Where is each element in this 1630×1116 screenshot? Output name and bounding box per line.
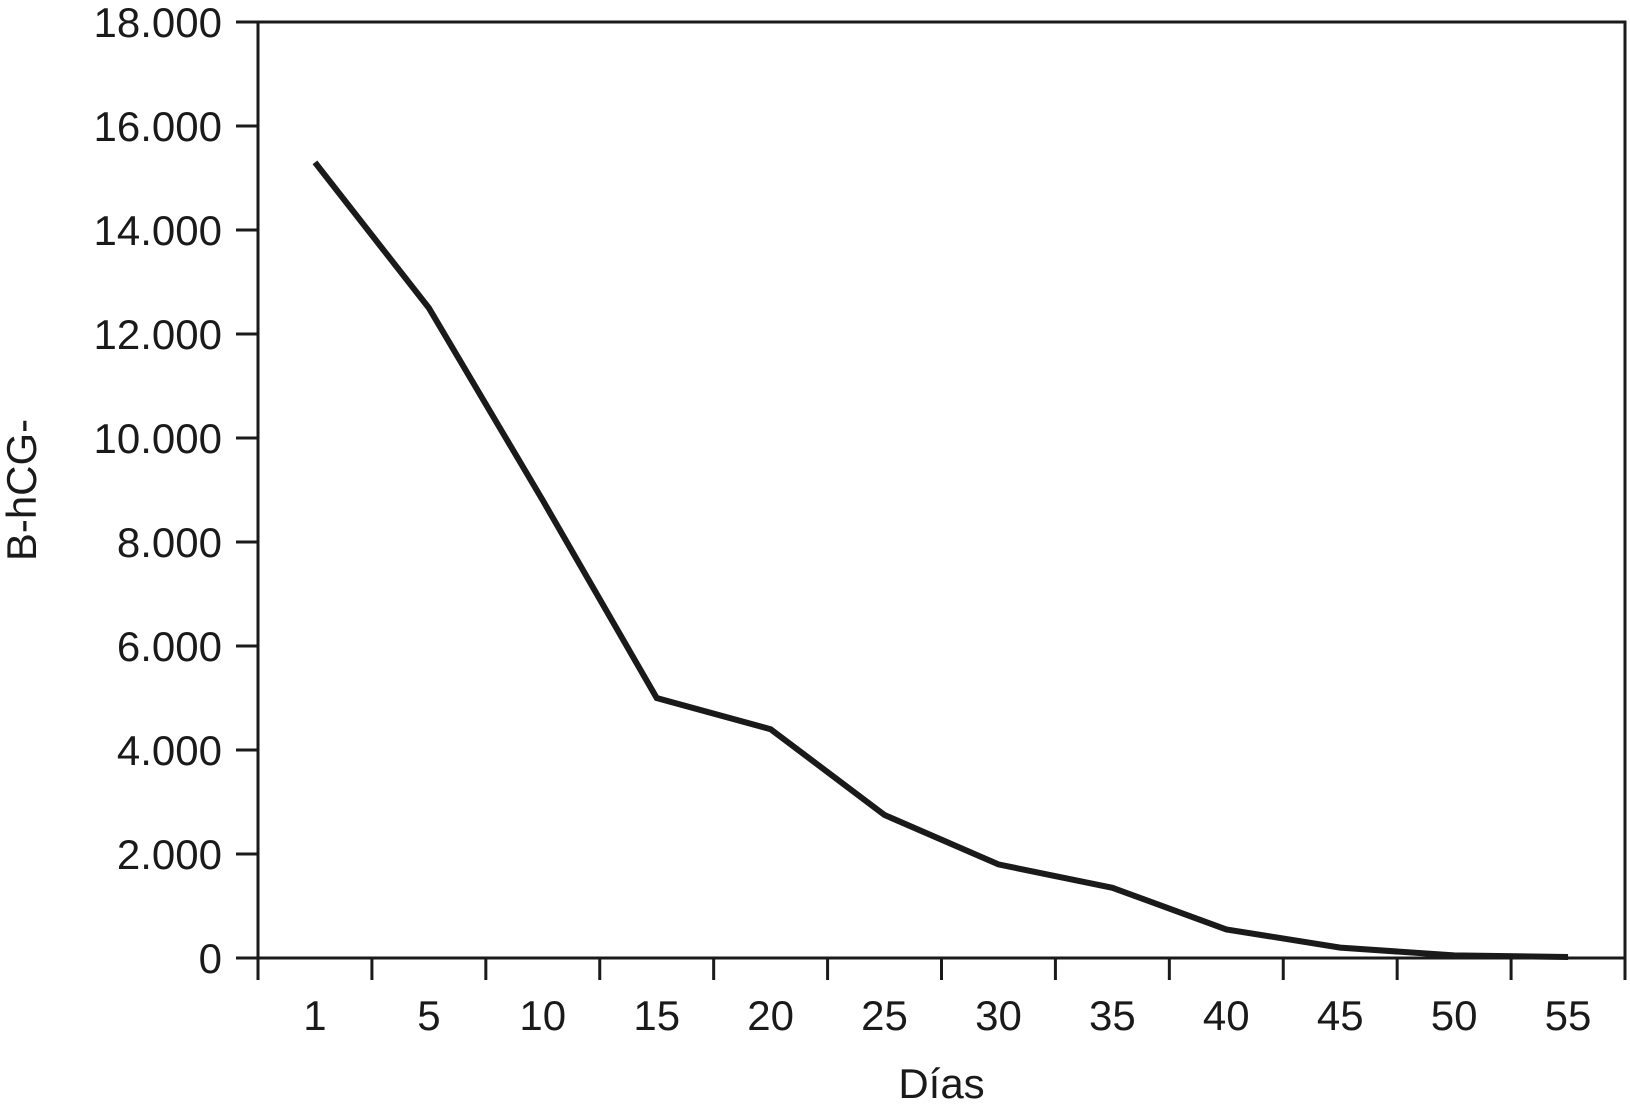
y-tick-label: 14.000 [94,207,222,254]
y-tick-label: 16.000 [94,103,222,150]
x-tick-label: 25 [861,992,908,1039]
y-tick-label: 12.000 [94,311,222,358]
ticks: 0 2.000 4.000 6.000 8.000 10.000 12.000 14.000 1… [94,0,1627,1039]
plot-frame [256,20,1627,960]
y-tick-label: 2.000 [117,831,222,878]
x-tick-label: 35 [1089,992,1136,1039]
x-tick-label: 5 [417,992,440,1039]
x-tick-label: 1 [303,992,326,1039]
series-line [312,160,1569,960]
y-axis-title: B-hCG- [0,419,45,561]
x-tick-label: 15 [633,992,680,1039]
x-tick-label: 40 [1203,992,1250,1039]
x-tick-label: 30 [975,992,1022,1039]
y-tick-label: 6.000 [117,623,222,670]
y-tick-label: 18.000 [94,0,222,46]
series [312,160,1569,960]
x-tick-label: 45 [1317,992,1364,1039]
y-tick-label: 10.000 [94,415,222,462]
y-tick-label: 8.000 [117,519,222,566]
x-tick-label: 50 [1431,992,1478,1039]
axes [256,20,1627,960]
x-tick-label: 55 [1545,992,1592,1039]
x-tick-label: 20 [747,992,794,1039]
x-tick-label: 10 [519,992,566,1039]
y-tick-label: 4.000 [117,727,222,774]
x-axis-title: Días [898,1060,984,1107]
y-tick-label: 0 [199,935,222,982]
